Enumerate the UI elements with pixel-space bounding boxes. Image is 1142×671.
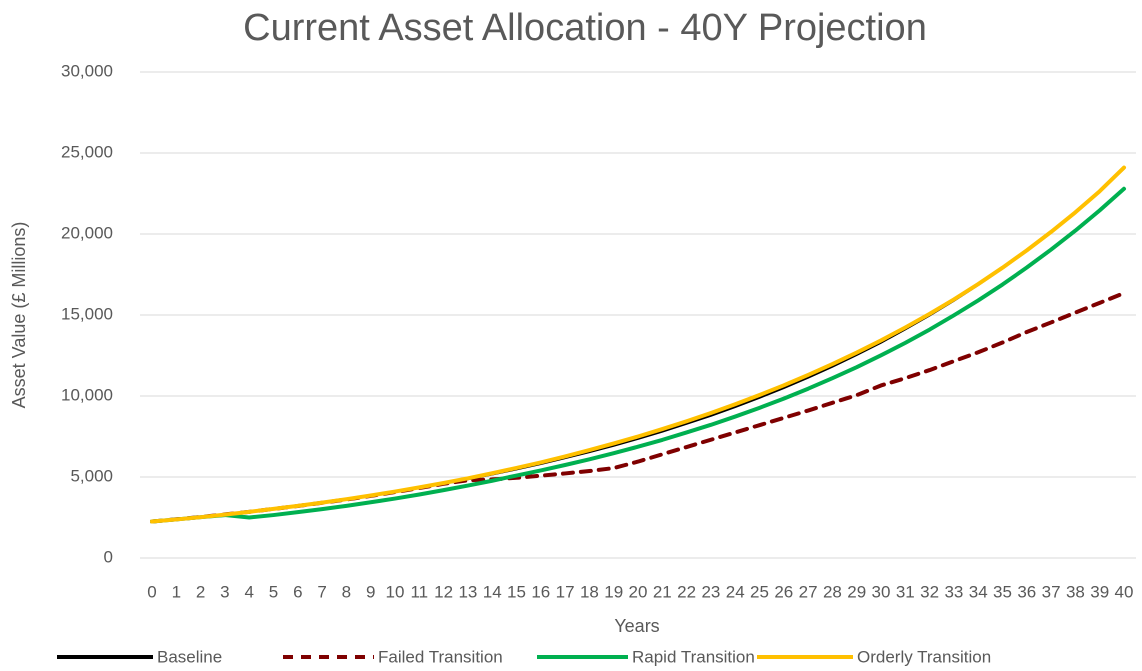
- x-tick-label: 16: [531, 582, 550, 601]
- x-tick-label: 0: [147, 582, 156, 601]
- x-tick-label: 33: [944, 582, 963, 601]
- y-axis-title: Asset Value (£ Millions): [9, 222, 29, 409]
- x-tick-label: 35: [993, 582, 1012, 601]
- x-tick-label: 34: [969, 582, 988, 601]
- y-tick-label: 25,000: [61, 142, 113, 161]
- y-tick-label: 20,000: [61, 223, 113, 242]
- x-tick-label: 14: [483, 582, 502, 601]
- x-tick-label: 36: [1017, 582, 1036, 601]
- x-tick-label: 18: [580, 582, 599, 601]
- x-tick-label: 26: [774, 582, 793, 601]
- x-tick-label: 2: [196, 582, 205, 601]
- x-tick-label: 28: [823, 582, 842, 601]
- x-tick-label: 12: [434, 582, 453, 601]
- x-tick-label: 39: [1090, 582, 1109, 601]
- x-tick-label: 23: [701, 582, 720, 601]
- x-axis-title: Years: [614, 616, 659, 636]
- y-tick-label: 30,000: [61, 61, 113, 80]
- x-tick-label: 21: [653, 582, 672, 601]
- x-tick-label: 11: [410, 582, 428, 601]
- y-tick-label: 5,000: [70, 466, 113, 485]
- x-tick-label: 15: [507, 582, 526, 601]
- legend-label: Orderly Transition: [857, 647, 991, 666]
- x-tick-label: 5: [269, 582, 278, 601]
- x-tick-label: 32: [920, 582, 939, 601]
- x-tick-label: 1: [172, 582, 181, 601]
- y-tick-label: 15,000: [61, 304, 113, 323]
- x-tick-label: 31: [896, 582, 915, 601]
- legend-label: Failed Transition: [378, 647, 503, 666]
- y-tick-label: 10,000: [61, 385, 113, 404]
- x-tick-label: 7: [317, 582, 326, 601]
- x-tick-label: 6: [293, 582, 302, 601]
- x-tick-label: 20: [629, 582, 648, 601]
- legend-label: Rapid Transition: [632, 647, 755, 666]
- x-tick-label: 38: [1066, 582, 1085, 601]
- series-line: [151, 167, 1125, 523]
- x-tick-label: 17: [556, 582, 575, 601]
- legend-label: Baseline: [157, 647, 222, 666]
- y-tick-label: 0: [104, 547, 113, 566]
- x-tick-label: 25: [750, 582, 769, 601]
- x-tick-label: 3: [220, 582, 229, 601]
- series-line: [150, 186, 1126, 524]
- x-tick-label: 9: [366, 582, 375, 601]
- x-tick-label: 30: [872, 582, 891, 601]
- series-line: [150, 291, 1126, 524]
- x-tick-label: 8: [342, 582, 351, 601]
- x-tick-label: 22: [677, 582, 696, 601]
- x-tick-label: 29: [847, 582, 866, 601]
- x-tick-label: 19: [604, 582, 623, 601]
- series-line: [150, 165, 1126, 524]
- x-tick-label: 27: [799, 582, 818, 601]
- x-tick-label: 10: [386, 582, 405, 601]
- x-tick-label: 13: [458, 582, 477, 601]
- x-tick-label: 24: [726, 582, 745, 601]
- x-tick-label: 37: [1042, 582, 1061, 601]
- x-tick-label: 40: [1115, 582, 1134, 601]
- x-tick-label: 4: [244, 582, 253, 601]
- chart-title: Current Asset Allocation - 40Y Projectio…: [243, 7, 927, 49]
